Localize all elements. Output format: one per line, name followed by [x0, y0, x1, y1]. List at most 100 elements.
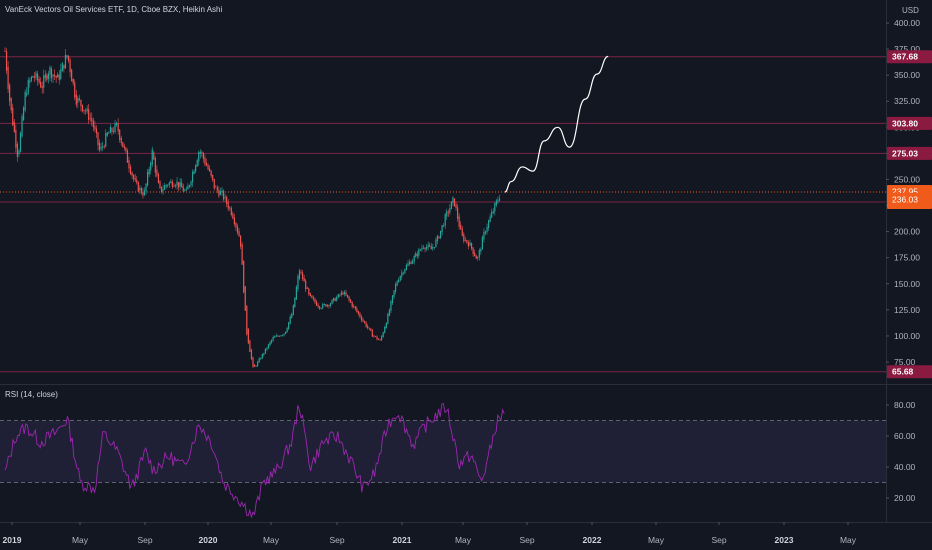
- candle-body: [18, 150, 20, 155]
- candle-body: [253, 364, 256, 367]
- candle-body: [444, 214, 446, 226]
- candle-body: [474, 252, 476, 257]
- candle-body: [263, 353, 265, 355]
- candle-body: [267, 344, 270, 349]
- candle-body: [492, 211, 494, 213]
- candle-body: [21, 116, 23, 137]
- candle-body: [376, 336, 378, 340]
- candle-body: [47, 73, 49, 79]
- candle-body: [55, 75, 57, 78]
- candle-body: [277, 335, 279, 337]
- candle-body: [416, 253, 418, 256]
- candle-body: [16, 143, 18, 157]
- currency-label[interactable]: USD: [902, 6, 919, 15]
- candle-body: [174, 185, 177, 187]
- candle-body: [302, 272, 304, 279]
- candle-body: [261, 354, 263, 359]
- level-price-tag: [887, 146, 932, 160]
- candle-body: [246, 305, 248, 335]
- candle-body: [78, 98, 80, 101]
- candle-body: [5, 51, 8, 71]
- candle-body: [247, 328, 249, 344]
- candle-body: [274, 336, 276, 338]
- time-tick-label: Sep: [329, 535, 344, 545]
- rsi-legend[interactable]: RSI (14, close): [5, 390, 58, 399]
- candle-body: [40, 82, 42, 88]
- candle-body: [292, 305, 294, 315]
- candle-body: [154, 158, 156, 173]
- candle-body: [250, 349, 253, 360]
- candle-body: [433, 247, 435, 248]
- candle-body: [33, 76, 36, 78]
- candle-body: [64, 54, 67, 69]
- candle-body: [354, 306, 356, 309]
- candle-body: [164, 185, 166, 190]
- candle-body: [240, 235, 242, 247]
- candle-body: [495, 200, 497, 205]
- candle-body: [219, 191, 222, 195]
- candle-body: [367, 326, 369, 329]
- candle-body: [77, 97, 79, 103]
- candle-body: [350, 299, 352, 303]
- candle-body: [284, 331, 287, 334]
- candle-body: [188, 185, 191, 187]
- time-tick-label: May: [648, 535, 665, 545]
- candle-body: [351, 302, 353, 307]
- symbol-legend[interactable]: VanEck Vectors Oil Services ETF, 1D, Cbo…: [5, 5, 223, 14]
- candle-body: [205, 162, 208, 166]
- time-tick-label: May: [840, 535, 857, 545]
- price-tick-label: 325.00: [894, 96, 920, 106]
- candle-body: [436, 235, 439, 242]
- candle-body: [148, 169, 150, 175]
- candle-body: [326, 304, 328, 307]
- candle-body: [41, 86, 43, 89]
- price-tick-label: 175.00: [894, 253, 920, 263]
- candle-body: [328, 305, 330, 307]
- time-tick-label: Sep: [519, 535, 534, 545]
- candle-body: [294, 297, 296, 308]
- candle-body: [452, 197, 454, 203]
- candle-body: [170, 181, 172, 184]
- candle-body: [281, 335, 284, 336]
- rsi-line: [4, 403, 505, 519]
- candle-body: [71, 69, 73, 82]
- candle-body: [385, 322, 387, 329]
- axis-labels: 400.00375.00350.00325.00300.00275.00250.…: [3, 18, 932, 545]
- candle-body: [142, 192, 144, 196]
- candle-body: [362, 319, 364, 322]
- candle-body: [187, 186, 189, 190]
- candle-body: [212, 174, 214, 180]
- price-tick-label: 100.00: [894, 331, 920, 341]
- price-tick-label: 75.00: [894, 357, 916, 367]
- candle-body: [322, 303, 324, 309]
- candle-body: [399, 276, 401, 281]
- candle-body: [195, 165, 197, 172]
- candle-body: [126, 150, 129, 163]
- candle-body: [63, 64, 65, 69]
- candle-body: [184, 190, 186, 191]
- candle-body: [300, 272, 302, 274]
- candle-body: [72, 78, 74, 84]
- candle-body: [405, 264, 408, 270]
- candle-body: [143, 190, 146, 195]
- candle-body: [484, 231, 487, 234]
- candle-body: [410, 262, 412, 265]
- candle-body: [131, 172, 133, 176]
- candle-body: [199, 151, 201, 154]
- candle-body: [185, 189, 187, 191]
- candle-body: [497, 200, 499, 202]
- candle-body: [91, 118, 93, 122]
- candle-body: [461, 228, 463, 236]
- candle-body: [413, 256, 415, 262]
- level-price-tag: [887, 365, 932, 379]
- candle-body: [391, 295, 394, 304]
- candle-body: [343, 291, 346, 295]
- ha-close-label: 236.03: [892, 195, 918, 205]
- candle-body: [387, 313, 389, 324]
- candle-body: [173, 185, 175, 187]
- time-tick-label: 2019: [3, 535, 22, 545]
- candle-body: [202, 152, 204, 159]
- candle-body: [67, 55, 70, 61]
- candle-body: [483, 231, 485, 240]
